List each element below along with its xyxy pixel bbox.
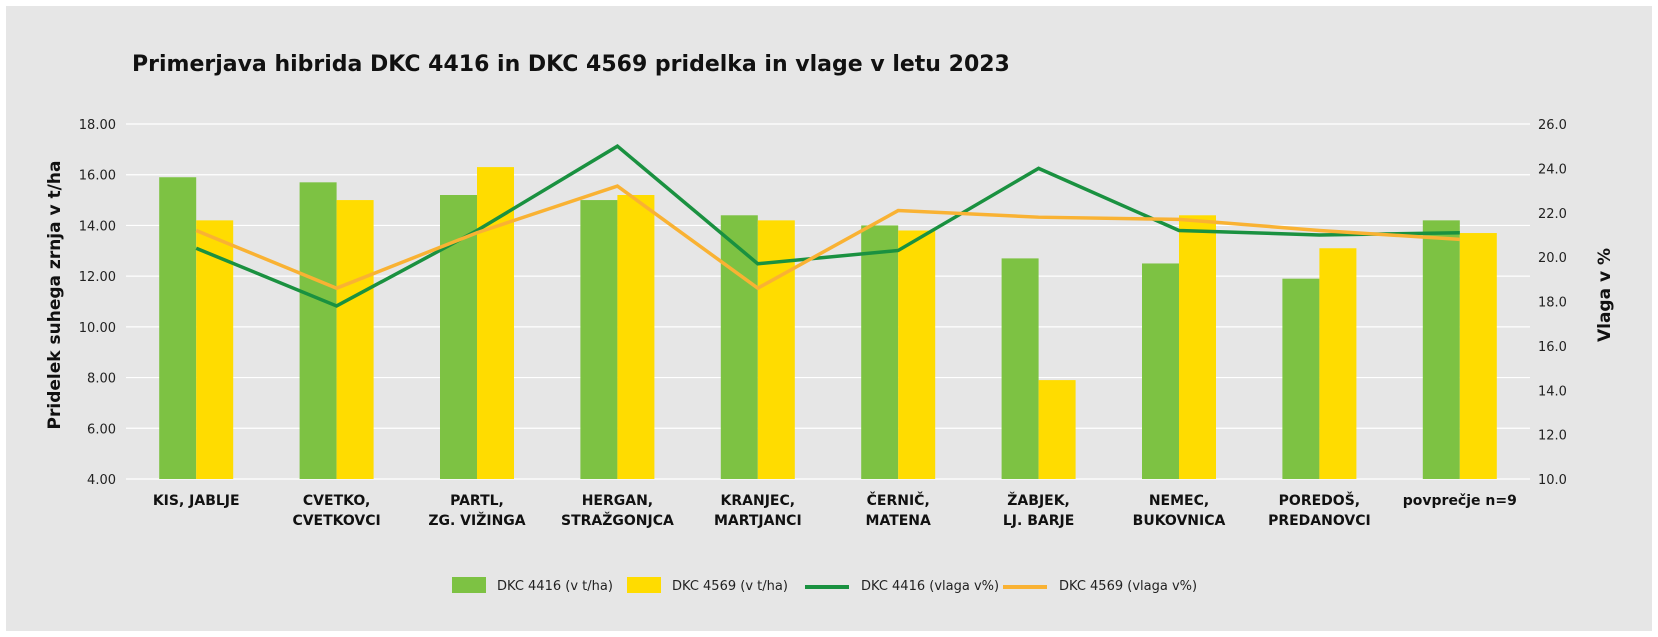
category-label-line: CVETKO, [303,493,370,509]
legend-label: DKC 4569 (v t/ha) [672,579,788,594]
category-label: CVETKO, CVETKOVCI [292,493,380,529]
legend-swatch [452,577,486,593]
bar-dkc4569 [617,195,655,479]
bar-dkc4569 [898,230,936,479]
y2-axis-label: Vlaga v % [1595,248,1615,342]
chart-title: Primerjava hibrida DKC 4416 in DKC 4569 … [132,52,1010,77]
line-dkc4416-moisture [195,144,1460,308]
bar-dkc4569 [336,200,374,480]
category-label: POREDOŠ, PREDANOVCI [1268,491,1371,529]
bar-dkc4416 [1001,258,1039,479]
category-label-line: PARTL, [450,493,504,509]
category-label-line: KIS, JABLJE [153,493,240,509]
category-label-line: PREDANOVCI [1268,513,1371,529]
bar-dkc4569 [1038,380,1076,479]
legend-label: DKC 4416 (vlaga v%) [861,579,999,594]
category-label-line: KRANJEC, [721,493,796,509]
bar-dkc4416 [299,182,337,480]
category-labels: KIS, JABLJE CVETKO, CVETKOVCI PARTL, ZG. VIŽ… [153,491,1517,529]
legend-swatch [627,577,661,593]
category-label-line: ZG. VIŽINGA [428,512,525,529]
category-label: povprečje n=9 [1403,493,1517,509]
bars [159,167,1497,480]
category-label-line: HERGAN, [582,493,653,509]
y2-tick-label: 16.0 [1538,340,1567,355]
chart-panel [6,6,1652,631]
bar-dkc4416 [440,195,477,479]
bar-dkc4569 [1319,248,1357,479]
y-tick-label: 4.00 [87,473,116,488]
y2-tick-label: 24.0 [1538,162,1567,177]
category-label-line: NEMEC, [1149,493,1209,509]
category-label: ČERNIČ, MATENA [866,491,932,529]
y2-tick-label: 26.0 [1538,118,1567,133]
legend-label: DKC 4569 (vlaga v%) [1059,579,1197,594]
bar-dkc4416 [1282,278,1320,479]
bar-dkc4569 [1459,233,1497,479]
bar-dkc4416 [1422,220,1460,479]
category-label-line: STRAŽGONJCA [561,512,674,529]
y-tick-label: 18.00 [79,118,116,133]
bar-dkc4416 [861,225,899,479]
category-label-line: MATENA [866,513,932,529]
y2-tick-label: 10.0 [1538,473,1567,488]
legend: DKC 4416 (v t/ha) DKC 4569 (v t/ha) DKC 44… [452,577,1197,594]
category-label: KIS, JABLJE [153,493,240,509]
y-tick-label: 6.00 [87,422,116,437]
category-label: PARTL, ZG. VIŽINGA [428,493,525,529]
bar-dkc4569 [1179,215,1216,480]
category-label: HERGAN, STRAŽGONJCA [561,493,674,529]
bar-dkc4416 [720,215,758,480]
y2-tick-label: 20.0 [1538,251,1567,266]
bar-dkc4569 [477,167,514,479]
category-label: NEMEC, BUKOVNICA [1133,493,1226,529]
y2-tick-label: 12.0 [1538,429,1567,444]
category-label-line: MARTJANCI [714,513,802,529]
category-label: ŽABJEK, LJ. BARJE [1003,492,1074,529]
y-tick-label: 16.00 [79,169,116,184]
y-tick-label: 12.00 [79,270,116,285]
y2-tick-label: 14.0 [1538,384,1567,399]
bar-dkc4416 [1142,263,1179,479]
bar-dkc4416 [159,177,197,479]
y2-tick-label: 18.0 [1538,296,1567,311]
category-label-line: BUKOVNICA [1133,513,1226,529]
moisture-lines [195,144,1460,308]
y-tick-label: 14.00 [79,219,116,234]
category-label: KRANJEC, MARTJANCI [714,493,802,529]
category-label-line: LJ. BARJE [1003,513,1074,529]
category-label-line: ŽABJEK, [1007,492,1070,509]
y2-axis-ticks: 10.0 12.0 14.0 16.0 18.0 20.0 22.0 24.0 26.0 [1538,118,1567,488]
y-tick-label: 10.00 [79,321,116,336]
y-axis-ticks: 4.00 6.00 8.00 10.00 12.00 14.00 16.00 18.00 [79,118,116,488]
y-tick-label: 8.00 [87,372,116,387]
y-axis-label: Pridelek suhega zrnja v t/ha [45,161,65,430]
line-dkc4569-moisture [195,184,1460,291]
y2-tick-label: 22.0 [1538,207,1567,222]
bar-dkc4416 [580,200,618,480]
category-label-line: povprečje n=9 [1403,493,1517,509]
category-label-line: POREDOŠ, [1279,491,1360,509]
category-label-line: ČERNIČ, [867,491,930,509]
category-label-line: CVETKOVCI [292,513,380,529]
bar-dkc4569 [196,220,234,479]
legend-label: DKC 4416 (v t/ha) [497,579,613,594]
